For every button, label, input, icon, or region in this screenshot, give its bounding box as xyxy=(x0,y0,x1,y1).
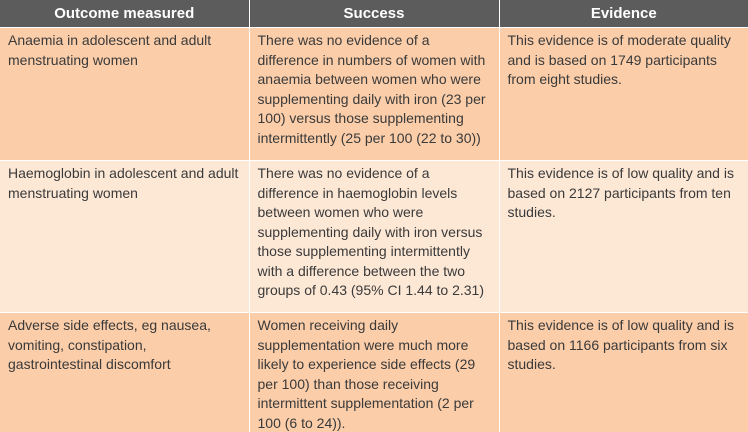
cell-success: There was no evidence of a difference in… xyxy=(248,160,499,313)
table-body: Anaemia in adolescent and adult menstrua… xyxy=(0,27,748,432)
cell-success: There was no evidence of a difference in… xyxy=(248,27,499,161)
table-header: Outcome measured Success Evidence xyxy=(0,0,748,28)
header-evidence: Evidence xyxy=(498,0,748,28)
header-row: Outcome measured Success Evidence xyxy=(0,0,748,28)
cell-success: Women receiving daily supplementation we… xyxy=(248,312,499,432)
cell-evidence: This evidence is of low quality and is b… xyxy=(498,160,748,313)
cell-outcome: Adverse side effects, eg nausea, vomitin… xyxy=(0,312,249,432)
cell-outcome: Anaemia in adolescent and adult menstrua… xyxy=(0,27,249,161)
cell-evidence: This evidence is of low quality and is b… xyxy=(498,312,748,432)
table-row: Anaemia in adolescent and adult menstrua… xyxy=(0,27,748,161)
table-row: Adverse side effects, eg nausea, vomitin… xyxy=(0,312,748,432)
header-success: Success xyxy=(248,0,499,28)
table-row: Haemoglobin in adolescent and adult mens… xyxy=(0,160,748,313)
header-outcome: Outcome measured xyxy=(0,0,249,28)
cell-evidence: This evidence is of moderate quality and… xyxy=(498,27,748,161)
cell-outcome: Haemoglobin in adolescent and adult mens… xyxy=(0,160,249,313)
